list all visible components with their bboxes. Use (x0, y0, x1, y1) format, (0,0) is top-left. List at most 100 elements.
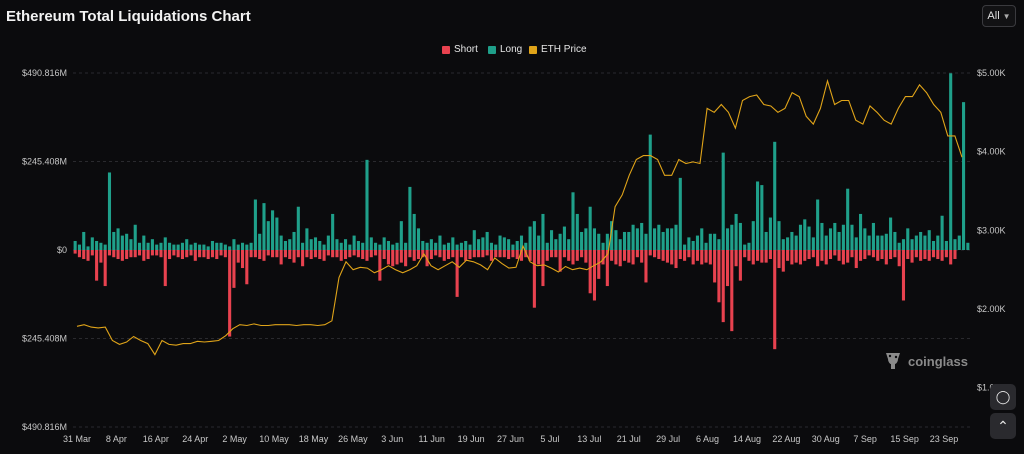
short-bar[interactable] (558, 250, 562, 272)
long-bar[interactable] (524, 242, 528, 250)
long-bar[interactable] (374, 242, 378, 250)
short-bar[interactable] (708, 250, 712, 265)
long-bar[interactable] (889, 217, 893, 250)
long-bar[interactable] (356, 240, 360, 250)
short-bar[interactable] (631, 250, 635, 265)
long-bar[interactable] (867, 235, 871, 250)
short-bar[interactable] (777, 250, 781, 269)
long-bar[interactable] (751, 221, 755, 250)
long-bar[interactable] (425, 242, 429, 250)
short-bar[interactable] (545, 250, 549, 261)
long-bar[interactable] (459, 242, 463, 250)
long-bar[interactable] (446, 242, 451, 250)
short-bar[interactable] (519, 250, 524, 261)
short-bar[interactable] (326, 250, 330, 256)
long-bar[interactable] (219, 242, 223, 250)
long-bar[interactable] (99, 242, 103, 250)
short-bar[interactable] (803, 250, 807, 261)
long-bar[interactable] (309, 239, 313, 250)
long-bar[interactable] (399, 221, 403, 250)
long-bar[interactable] (657, 224, 661, 250)
short-bar[interactable] (292, 250, 296, 263)
short-bar[interactable] (605, 250, 609, 287)
short-bar[interactable] (206, 250, 210, 260)
short-bar[interactable] (867, 250, 871, 256)
short-bar[interactable] (884, 250, 888, 265)
short-bar[interactable] (734, 250, 738, 267)
short-bar[interactable] (107, 250, 112, 256)
long-bar[interactable] (760, 185, 764, 250)
long-bar[interactable] (592, 228, 597, 250)
short-bar[interactable] (730, 250, 734, 332)
long-bar[interactable] (206, 246, 210, 250)
long-bar[interactable] (163, 237, 167, 250)
short-bar[interactable] (695, 250, 700, 261)
short-bar[interactable] (210, 250, 215, 258)
short-bar[interactable] (262, 250, 266, 261)
long-bar[interactable] (597, 233, 601, 250)
short-bar[interactable] (816, 250, 820, 267)
long-bar[interactable] (296, 206, 300, 250)
short-bar[interactable] (215, 250, 219, 260)
long-bar[interactable] (824, 235, 828, 250)
short-bar[interactable] (713, 250, 717, 283)
short-bar[interactable] (365, 250, 369, 261)
long-bar[interactable] (678, 177, 682, 250)
short-bar[interactable] (116, 250, 120, 260)
long-bar[interactable] (580, 231, 584, 250)
long-bar[interactable] (730, 224, 734, 250)
long-bar[interactable] (876, 235, 880, 250)
long-bar[interactable] (901, 239, 906, 250)
short-bar[interactable] (846, 250, 850, 263)
short-bar[interactable] (159, 250, 163, 258)
short-bar[interactable] (305, 250, 309, 258)
short-bar[interactable] (897, 250, 901, 267)
long-bar[interactable] (498, 235, 502, 250)
long-bar[interactable] (223, 244, 227, 250)
short-bar[interactable] (657, 250, 661, 260)
short-bar[interactable] (236, 250, 240, 263)
short-bar[interactable] (258, 250, 262, 260)
short-bar[interactable] (584, 250, 588, 263)
short-bar[interactable] (537, 250, 541, 265)
long-bar[interactable] (871, 222, 875, 250)
short-bar[interactable] (532, 250, 536, 308)
long-bar[interactable] (828, 228, 833, 250)
short-bar[interactable] (86, 250, 90, 261)
long-bar[interactable] (382, 237, 386, 250)
short-bar[interactable] (597, 250, 601, 279)
long-bar[interactable] (700, 228, 704, 250)
screenshot-button[interactable]: ◯ (990, 384, 1016, 410)
long-bar[interactable] (927, 230, 931, 250)
long-bar[interactable] (464, 240, 468, 250)
short-bar[interactable] (129, 250, 133, 258)
long-bar[interactable] (442, 244, 446, 250)
long-bar[interactable] (640, 222, 644, 250)
short-bar[interactable] (438, 250, 442, 258)
short-bar[interactable] (421, 250, 425, 258)
long-bar[interactable] (734, 213, 738, 250)
long-bar[interactable] (228, 246, 232, 250)
long-bar[interactable] (670, 228, 674, 250)
long-bar[interactable] (713, 233, 717, 250)
long-bar[interactable] (584, 228, 588, 250)
long-bar[interactable] (283, 240, 287, 250)
long-bar[interactable] (335, 239, 339, 250)
short-bar[interactable] (588, 250, 592, 294)
short-bar[interactable] (940, 250, 944, 261)
short-bar[interactable] (249, 250, 253, 258)
long-bar[interactable] (833, 222, 837, 250)
long-bar[interactable] (953, 239, 957, 250)
long-bar[interactable] (120, 235, 124, 250)
short-bar[interactable] (515, 250, 519, 260)
short-bar[interactable] (794, 250, 798, 263)
long-bar[interactable] (86, 246, 90, 250)
long-bar[interactable] (618, 239, 622, 250)
long-bar[interactable] (863, 228, 867, 250)
long-bar[interactable] (258, 233, 262, 250)
short-bar[interactable] (502, 250, 506, 258)
long-bar[interactable] (95, 240, 99, 250)
long-bar[interactable] (515, 240, 519, 250)
long-bar[interactable] (575, 213, 579, 250)
short-bar[interactable] (125, 250, 129, 260)
